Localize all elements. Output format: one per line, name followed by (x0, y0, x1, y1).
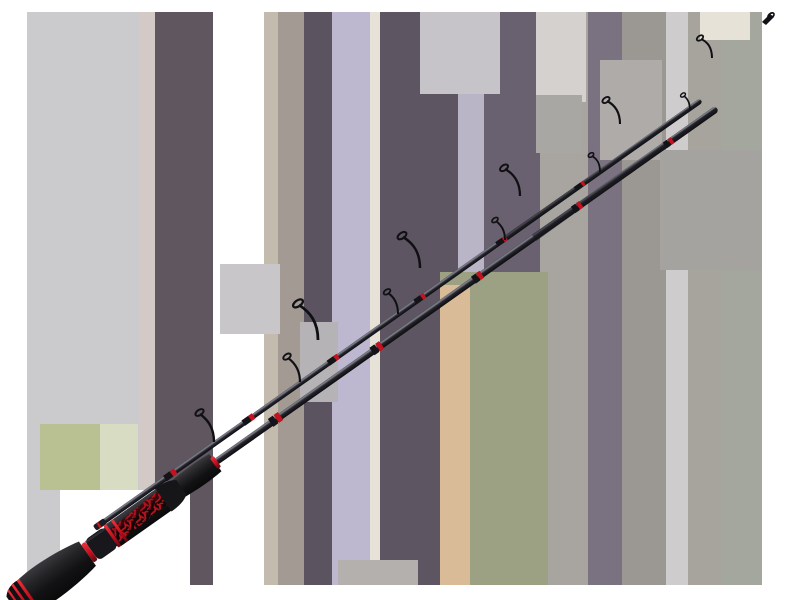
band-warm-grey-1 (278, 12, 304, 585)
block-white-low (60, 490, 190, 585)
block-grey-upper-a (420, 12, 500, 94)
block-grey-upper-b (536, 12, 586, 102)
block-cream-tr (700, 12, 750, 40)
block-olive-left (40, 424, 100, 490)
band-light-2 (666, 12, 688, 585)
band-dark-mauve-2 (304, 12, 332, 585)
block-grey-mid-m (300, 322, 338, 402)
block-tan-mid (440, 285, 470, 585)
band-cream (370, 12, 380, 585)
block-grey-mid-l (220, 264, 280, 334)
block-pale-left (100, 424, 138, 490)
band-lavender (332, 12, 370, 585)
block-grey-right-a (600, 60, 662, 160)
block-grey-tr (660, 150, 762, 270)
block-grey-lowmid (338, 560, 418, 585)
band-stone-3 (688, 12, 722, 585)
band-sage-right (722, 12, 762, 585)
block-grey-upper-c (536, 95, 582, 153)
